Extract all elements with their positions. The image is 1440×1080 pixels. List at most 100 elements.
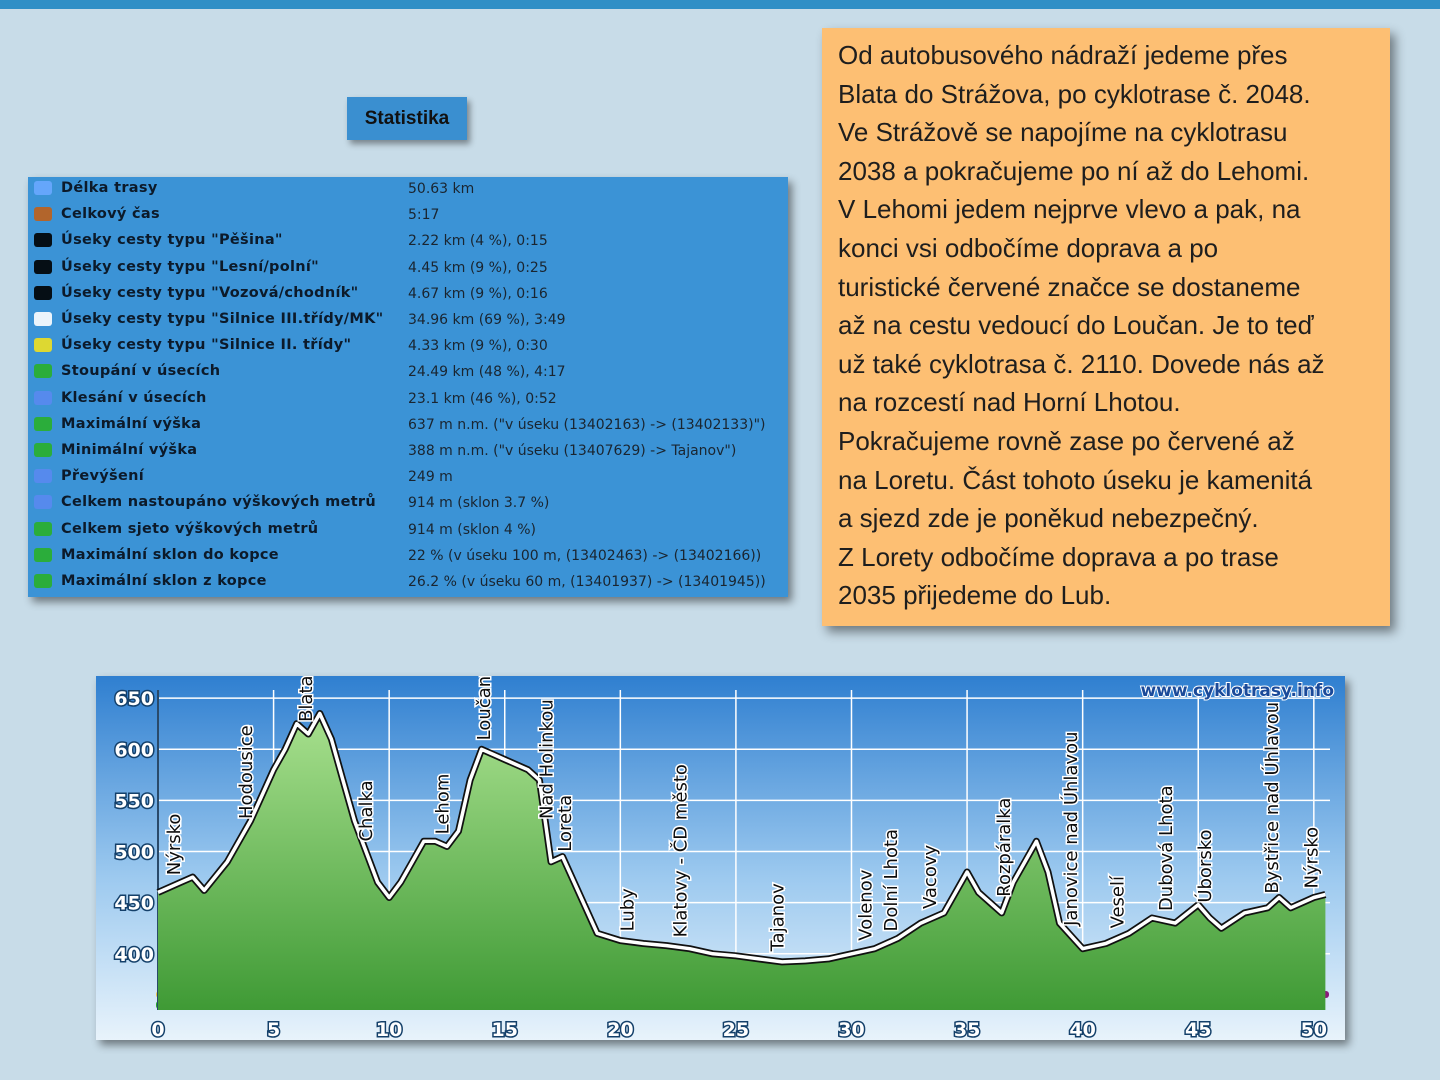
elevation-line bbox=[157, 711, 1326, 964]
row-value: 914 m (sklon 3.7 %) bbox=[408, 495, 550, 512]
place-label: Lehom bbox=[432, 774, 453, 835]
x-tick-label: 0 bbox=[151, 1019, 164, 1040]
x-tick-label: 25 bbox=[723, 1019, 749, 1040]
place-label: Blata bbox=[296, 676, 317, 722]
row-icon bbox=[34, 285, 52, 300]
row-label: Úseky cesty typu "Lesní/polní" bbox=[61, 258, 320, 275]
row-value: 23.1 km (46 %), 0:52 bbox=[408, 390, 557, 407]
stats-table: Délka trasy 50.63 km Celkový čas 5:17 Úseky … bbox=[28, 177, 788, 597]
row-icon bbox=[34, 233, 52, 248]
place-label: Janovice nad Úhlavou bbox=[1060, 731, 1082, 926]
elevation-chart: 400 450 500 550 600 650 0 5 10 15 20 25 30 35 40 45 50 Ný… bbox=[96, 676, 1345, 1040]
row-value: 637 m n.m. ("v úseku (13402163) -> (1340… bbox=[408, 416, 766, 433]
description-line: Z Lorety odbočíme doprava a po trase bbox=[838, 541, 1279, 572]
row-label: Celkem sjeto výškových metrů bbox=[61, 520, 319, 537]
place-label: Loučany bbox=[474, 676, 495, 740]
row-value: 2.22 km (4 %), 0:15 bbox=[408, 233, 548, 250]
place-label: Klatovy - ČD město bbox=[669, 764, 691, 937]
row-icon bbox=[34, 364, 52, 379]
stats-row: Minimální výška 388 m n.m. ("v úseku (134… bbox=[28, 439, 788, 465]
row-label: Celkem nastoupáno výškových metrů bbox=[61, 494, 377, 511]
description-line: konci vsi odbočíme doprava a po bbox=[838, 233, 1219, 263]
row-label: Délka trasy bbox=[61, 180, 158, 196]
place-label: Úborsko bbox=[1194, 829, 1216, 902]
place-label: Nýrsko bbox=[1302, 827, 1323, 889]
place-label: Veselí bbox=[1107, 875, 1128, 928]
row-value: 26.2 % (v úseku 60 m, (13401937) -> (134… bbox=[408, 574, 766, 590]
place-label: Chalka bbox=[356, 780, 377, 841]
description-line: Pokračujeme rovně zase po červené až bbox=[838, 426, 1295, 456]
y-tick-label: 500 bbox=[114, 842, 154, 864]
row-value: 249 m bbox=[408, 469, 453, 486]
row-value: 50.63 km bbox=[408, 181, 475, 197]
row-icon bbox=[34, 547, 52, 562]
row-label: Maximální výška bbox=[61, 415, 202, 432]
description-line: Ve Strážově se napojíme na cyklotrasu bbox=[838, 117, 1288, 148]
description-line: na rozcestí nad Horní Lhotou. bbox=[838, 387, 1181, 418]
description-line: na Loretu. Část tohoto úseku je kamenitá bbox=[838, 464, 1313, 495]
row-label: Úseky cesty typu "Silnice II. třídy" bbox=[61, 337, 352, 354]
description-line: až na cestu vedoucí do Loučan. Je to teď bbox=[838, 310, 1314, 341]
place-label: Luby bbox=[617, 888, 638, 932]
description-line: 2035 přijedeme do Lub. bbox=[838, 580, 1112, 611]
row-value: 24.49 km (48 %), 4:17 bbox=[408, 364, 566, 381]
stats-row: Délka trasy 50.63 km bbox=[28, 177, 788, 203]
row-value: 4.45 km (9 %), 0:25 bbox=[408, 259, 548, 276]
place-label: Tajanov bbox=[768, 883, 789, 952]
row-value: 34.96 km (69 %), 3:49 bbox=[408, 312, 566, 328]
x-tick-label: 20 bbox=[607, 1019, 633, 1040]
row-label: Úseky cesty typu "Silnice III.třídy/MK" bbox=[61, 311, 384, 327]
y-tick-label: 400 bbox=[114, 944, 154, 966]
stats-row: Celkový čas 5:17 bbox=[28, 203, 788, 229]
place-label: Nýrsko bbox=[164, 814, 185, 876]
stats-row: Maximální výška 637 m n.m. ("v úseku (134… bbox=[28, 413, 788, 439]
row-label: Klesání v úsecích bbox=[61, 389, 207, 406]
x-tick-label: 15 bbox=[492, 1019, 518, 1040]
row-value: 4.67 km (9 %), 0:16 bbox=[408, 285, 548, 302]
row-icon bbox=[34, 207, 52, 222]
place-label: Hodousice bbox=[236, 725, 257, 819]
watermark: www.cyklotrasy.info bbox=[1140, 681, 1334, 701]
x-tick-label: 35 bbox=[954, 1019, 980, 1040]
stats-row: Úseky cesty typu "Silnice III.třídy/MK" 3… bbox=[28, 308, 788, 334]
row-icon bbox=[34, 469, 52, 484]
stats-row: Převýšení 249 m bbox=[28, 465, 788, 491]
row-label: Celkový čas bbox=[61, 206, 160, 223]
description-line: turistické červené značce se dostaneme bbox=[838, 271, 1301, 302]
x-tick-label: 45 bbox=[1185, 1019, 1211, 1040]
row-label: Maximální sklon z kopce bbox=[61, 573, 267, 589]
row-icon bbox=[34, 574, 52, 588]
row-value: 22 % (v úseku 100 m, (13402463) -> (1340… bbox=[408, 547, 762, 564]
top-bar bbox=[0, 0, 1440, 9]
x-tick-label: 40 bbox=[1069, 1019, 1095, 1040]
stats-row: Celkem nastoupáno výškových metrů 914 m (… bbox=[28, 491, 788, 517]
row-icon bbox=[34, 312, 52, 326]
description-line: Blata do Strážova, po cyklotrase č. 2048… bbox=[838, 78, 1311, 109]
row-icon bbox=[34, 390, 52, 405]
y-tick-label: 450 bbox=[114, 893, 154, 915]
y-tick-label: 600 bbox=[114, 739, 154, 761]
description-line: už také cyklotrasa č. 2110. Dovede nás a… bbox=[838, 348, 1325, 379]
row-label: Maximální sklon do kopce bbox=[61, 546, 279, 563]
place-label: Loreta bbox=[555, 795, 576, 852]
y-tick-label: 550 bbox=[114, 790, 154, 812]
description-line: 2038 a pokračujeme po ní až do Lehomi. bbox=[838, 155, 1310, 186]
row-label: Převýšení bbox=[61, 468, 144, 485]
row-value: 5:17 bbox=[408, 207, 440, 224]
stats-row: Úseky cesty typu "Pěšina" 2.22 km (4 %), … bbox=[28, 229, 788, 255]
stats-row: Úseky cesty typu "Lesní/polní" 4.45 km (9… bbox=[28, 256, 788, 282]
y-tick-label: 650 bbox=[114, 688, 154, 710]
x-tick-label: 30 bbox=[838, 1019, 864, 1040]
description-line: V Lehomi jedem nejprve vlevo a pak, na bbox=[838, 194, 1301, 225]
x-tick-label: 50 bbox=[1301, 1019, 1327, 1040]
stats-row: Úseky cesty typu "Vozová/chodník" 4.67 km… bbox=[28, 282, 788, 308]
row-icon bbox=[34, 259, 52, 274]
stats-row: Maximální sklon z kopce 26.2 % (v úseku 6… bbox=[28, 570, 788, 596]
row-label: Stoupání v úsecích bbox=[61, 363, 221, 380]
row-value: 388 m n.m. ("v úseku (13407629) -> Tajan… bbox=[408, 443, 737, 459]
place-label: Vacovy bbox=[920, 845, 941, 910]
place-label: Bystřice nad Úhlavou bbox=[1261, 702, 1283, 894]
row-label: Úseky cesty typu "Pěšina" bbox=[61, 232, 283, 249]
stats-title: Statistika bbox=[347, 97, 467, 140]
